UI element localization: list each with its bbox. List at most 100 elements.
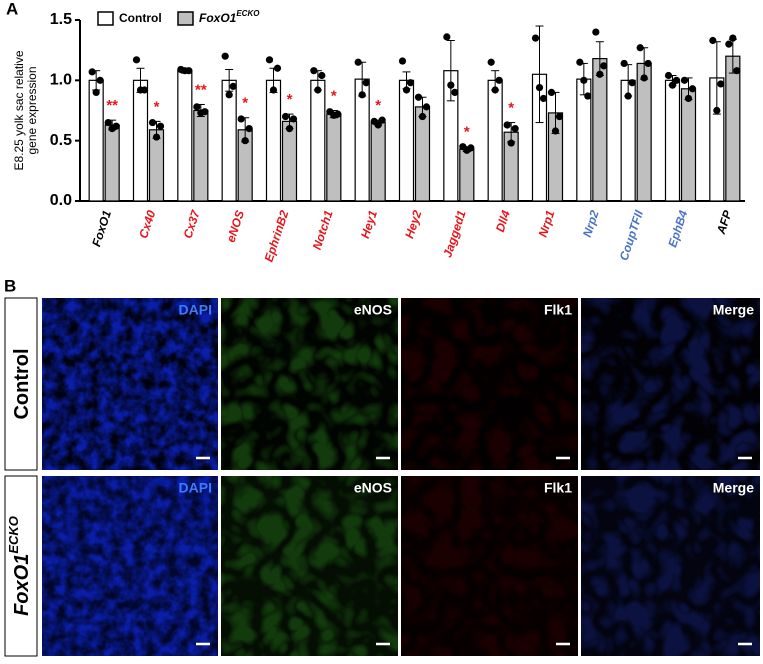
data-point <box>265 56 274 64</box>
data-point <box>672 76 681 84</box>
micrograph-panel: Control DAPI eNOS Flk1 Merge FoxO1ECKO DAPI eNO… <box>4 297 760 657</box>
legend-text: Control <box>119 11 162 25</box>
data-point <box>596 70 604 78</box>
error-bar <box>535 25 544 124</box>
data-point <box>152 133 161 141</box>
data-point <box>628 79 636 87</box>
data-point <box>725 40 733 48</box>
data-point <box>684 94 693 103</box>
x-tick-label: CoupTFII <box>617 208 647 262</box>
legend-label: Control <box>119 11 162 25</box>
x-tick-label: Jagged1 <box>440 208 468 259</box>
data-point <box>418 112 427 121</box>
x-tick-label: Hey1 <box>358 208 380 240</box>
data-point <box>640 74 648 82</box>
data-point <box>148 118 157 127</box>
x-tick-label: Nrp2 <box>580 208 602 239</box>
x-tick-label: Cx40 <box>136 208 158 240</box>
bar <box>310 79 326 202</box>
data-point <box>713 106 721 115</box>
significance-label: * <box>331 87 337 104</box>
data-point <box>414 93 423 101</box>
bar <box>177 70 193 202</box>
data-point <box>241 137 249 145</box>
channel-label: Flk1 <box>544 480 572 496</box>
data-point <box>467 144 475 152</box>
significance-label: ** <box>106 97 118 114</box>
significance-label: * <box>242 95 248 112</box>
data-point <box>636 44 644 52</box>
x-tick-label: eNOS <box>224 209 247 244</box>
bar <box>664 79 681 202</box>
bar <box>281 120 298 202</box>
row-label: FoxO1ECKO <box>6 516 33 616</box>
x-tick-label: FoxO1 <box>89 208 114 248</box>
data-point <box>310 67 318 75</box>
bar <box>487 79 503 202</box>
data-point <box>378 116 386 124</box>
x-tick-label: EphrinB2 <box>262 208 292 263</box>
data-point <box>443 33 451 41</box>
data-point <box>688 85 697 93</box>
data-point <box>132 56 141 64</box>
panel-label: B <box>4 276 16 295</box>
channel-label: DAPI <box>179 480 212 496</box>
bar <box>132 79 149 202</box>
micrograph-texture <box>401 476 578 656</box>
micrograph-texture <box>221 476 398 656</box>
micrograph-texture <box>221 298 398 470</box>
data-point <box>576 58 584 66</box>
data-point <box>620 59 628 68</box>
micrograph-texture <box>581 298 760 470</box>
legend-swatch <box>97 11 114 26</box>
data-point <box>600 62 608 70</box>
x-tick-label: Hey2 <box>402 208 424 240</box>
y-tick-label: 1.0 <box>50 72 72 89</box>
bar-chart: E8.25 yolk sac relative gene expression 0.… <box>12 9 745 264</box>
legend-text: FoxO1 <box>199 11 237 25</box>
bar <box>592 58 608 202</box>
data-point <box>281 112 290 121</box>
row-label-superscript: ECKO <box>6 516 21 554</box>
bar <box>104 124 120 202</box>
bar <box>414 106 431 202</box>
x-tick-label: EphB4 <box>665 208 690 249</box>
data-point <box>92 88 100 96</box>
significance-label: * <box>508 100 514 117</box>
data-point <box>104 118 112 127</box>
panel-label: A <box>6 0 18 18</box>
data-point <box>555 112 564 121</box>
data-point <box>112 122 120 130</box>
data-point <box>547 88 556 96</box>
significance-label: * <box>375 97 381 114</box>
significance-label: ** <box>195 81 207 98</box>
bar <box>680 88 697 202</box>
data-point <box>487 58 495 66</box>
bar <box>88 79 104 202</box>
data-point <box>422 103 431 111</box>
y-axis-label: E8.25 yolk sac relative <box>12 50 26 170</box>
data-point <box>584 92 592 100</box>
data-point <box>229 82 237 90</box>
y-tick-label: 1.5 <box>50 11 72 28</box>
micrograph-texture <box>401 298 578 470</box>
data-point <box>273 64 282 72</box>
channel-label: Merge <box>713 480 754 496</box>
data-point <box>88 68 96 76</box>
data-point <box>201 108 209 116</box>
channel-label: Merge <box>713 302 754 318</box>
bar <box>636 62 652 202</box>
significance-label: * <box>287 91 293 108</box>
data-point <box>269 86 278 94</box>
data-point <box>156 122 165 130</box>
legend-label: FoxO1ECKO <box>199 9 260 25</box>
data-point <box>193 103 201 111</box>
data-point <box>503 121 511 129</box>
data-point <box>374 121 382 129</box>
data-point <box>709 36 717 45</box>
data-point <box>539 94 548 103</box>
data-point <box>551 127 560 135</box>
data-point <box>221 52 229 60</box>
data-point <box>96 76 104 84</box>
